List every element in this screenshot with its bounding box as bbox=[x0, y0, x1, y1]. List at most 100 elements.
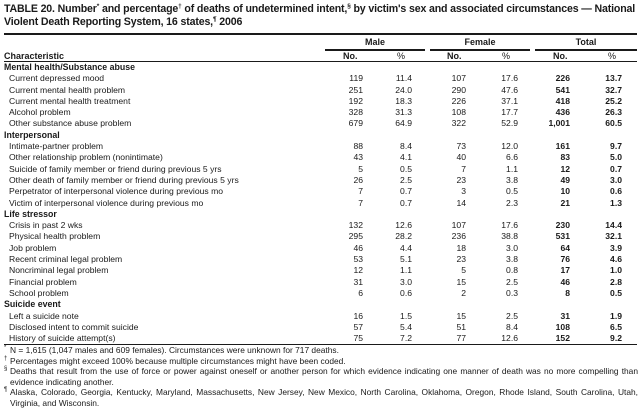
title-text: by victim's sex and associated circumsta… bbox=[4, 3, 636, 28]
cell-total-pct: 6.5 bbox=[610, 321, 622, 332]
table-row: School problem 6 0.6 2 0.3 8 0.5 bbox=[4, 288, 637, 299]
cell-female-no: 108 bbox=[451, 107, 466, 118]
cell-female-pct: 2.3 bbox=[506, 197, 518, 208]
cell-female-no: 51 bbox=[456, 321, 466, 332]
cell-female-pct: 0.5 bbox=[506, 186, 518, 197]
cell-total-no: 12 bbox=[560, 163, 570, 174]
title-text: of deaths of undetermined intent, bbox=[181, 3, 348, 15]
cell-total-pct: 9.7 bbox=[610, 141, 622, 152]
cell-female-no: 73 bbox=[456, 141, 466, 152]
cell-total-no: 531 bbox=[555, 231, 570, 242]
cell-total-no: 21 bbox=[560, 197, 570, 208]
cell-female-pct: 8.4 bbox=[506, 321, 518, 332]
footnote: * N = 1,615 (1,047 males and 609 females)… bbox=[4, 345, 638, 356]
row-label: Job problem bbox=[9, 242, 57, 253]
cell-female-no: 107 bbox=[451, 73, 466, 84]
cell-total-no: 31 bbox=[560, 310, 570, 321]
cell-male-no: 192 bbox=[348, 95, 363, 106]
table-row: Current depressed mood 119 11.4 107 17.6 226 1… bbox=[4, 73, 637, 84]
cell-male-no: 119 bbox=[349, 73, 363, 84]
cell-male-no: 43 bbox=[353, 152, 363, 163]
table-row: Current mental health problem 251 24.0 290 4… bbox=[4, 85, 637, 96]
cell-male-pct: 5.4 bbox=[400, 321, 412, 332]
cell-male-no: 7 bbox=[358, 197, 363, 208]
cell-total-pct: 14.4 bbox=[605, 220, 622, 231]
group-header-male: Male bbox=[364, 37, 385, 47]
row-label: Intimate-partner problem bbox=[9, 141, 104, 152]
footnote: § Deaths that result from the use of forc… bbox=[4, 366, 638, 387]
cell-male-no: 53 bbox=[353, 254, 363, 265]
row-label: Financial problem bbox=[9, 276, 77, 287]
cell-male-pct: 64.9 bbox=[395, 118, 412, 129]
table-row: Crisis in past 2 wks 132 12.6 107 17.6 230 14.… bbox=[4, 220, 637, 231]
footnote-marker: ¶ bbox=[212, 16, 217, 23]
cell-female-no: 23 bbox=[456, 254, 466, 265]
cell-female-pct: 38.8 bbox=[501, 231, 518, 242]
cell-female-no: 77 bbox=[456, 333, 466, 344]
cell-total-no: 230 bbox=[555, 220, 570, 231]
cell-total-pct: 1.3 bbox=[610, 197, 622, 208]
row-label: School problem bbox=[9, 287, 69, 298]
table-row: Financial problem 31 3.0 15 2.5 46 2.8 bbox=[4, 277, 637, 288]
cell-female-no: 5 bbox=[461, 265, 466, 276]
cell-total-pct: 0.6 bbox=[610, 186, 622, 197]
cell-female-no: 23 bbox=[456, 174, 466, 185]
cell-male-no: 16 bbox=[353, 310, 363, 321]
footnotes: * N = 1,615 (1,047 males and 609 females)… bbox=[4, 345, 638, 409]
table-row: Other relationship problem (nonintimate)… bbox=[4, 152, 637, 163]
cell-male-pct: 2.5 bbox=[400, 174, 412, 185]
table-row: Perpetrator of interpersonal violence du… bbox=[4, 186, 637, 197]
table-row: Left a suicide note 16 1.5 15 2.5 31 1.9 bbox=[4, 311, 637, 322]
row-label: Left a suicide note bbox=[9, 310, 79, 321]
title-text: TABLE 20. Number bbox=[4, 3, 97, 15]
table-row: Physical health problem 295 28.2 236 38.8 531… bbox=[4, 231, 637, 242]
cell-female-pct: 2.5 bbox=[506, 276, 518, 287]
cell-female-no: 15 bbox=[456, 310, 466, 321]
cell-male-pct: 0.7 bbox=[400, 186, 412, 197]
row-label: Other relationship problem (nonintimate) bbox=[9, 152, 163, 163]
table-row: Victim of interpersonal violence during … bbox=[4, 198, 637, 209]
group-header-female: Female bbox=[464, 37, 496, 47]
cell-total-no: 76 bbox=[560, 254, 570, 265]
cell-total-pct: 32.7 bbox=[605, 84, 622, 95]
cell-male-pct: 18.3 bbox=[395, 95, 412, 106]
cell-female-no: 226 bbox=[451, 95, 466, 106]
cell-total-no: 152 bbox=[555, 333, 570, 344]
row-label: Disclosed intent to commit suicide bbox=[9, 321, 139, 332]
cell-male-pct: 28.2 bbox=[395, 231, 412, 242]
cell-male-pct: 1.1 bbox=[400, 265, 412, 276]
group-rule-total bbox=[535, 49, 637, 51]
cell-total-no: 1,001 bbox=[548, 118, 570, 129]
cell-female-no: 14 bbox=[456, 197, 466, 208]
cell-female-pct: 37.1 bbox=[501, 95, 518, 106]
cell-male-pct: 0.6 bbox=[400, 287, 412, 298]
cell-total-no: 46 bbox=[560, 276, 570, 287]
cell-total-pct: 25.2 bbox=[605, 95, 622, 106]
cell-total-no: 64 bbox=[560, 242, 570, 253]
row-label: Recent criminal legal problem bbox=[9, 254, 123, 265]
cell-total-pct: 0.5 bbox=[610, 287, 622, 298]
cell-male-pct: 11.4 bbox=[395, 73, 412, 84]
cell-total-pct: 1.0 bbox=[610, 265, 622, 276]
footnote-marker: ¶ bbox=[4, 387, 8, 394]
cell-female-pct: 3.0 bbox=[506, 242, 518, 253]
section-label: Life stressor bbox=[4, 208, 57, 219]
cell-total-no: 541 bbox=[555, 84, 570, 95]
cell-male-no: 26 bbox=[353, 174, 363, 185]
cell-total-pct: 3.0 bbox=[610, 174, 622, 185]
cell-total-pct: 3.9 bbox=[610, 242, 622, 253]
table-row: Other substance abuse problem 679 64.9 322 5… bbox=[4, 118, 637, 129]
table-row: Noncriminal legal problem 12 1.1 5 0.8 17 1.0 bbox=[4, 265, 637, 276]
cell-total-no: 8 bbox=[565, 287, 570, 298]
cell-male-no: 6 bbox=[358, 287, 363, 298]
cell-male-pct: 31.3 bbox=[395, 107, 412, 118]
footnote-marker: * bbox=[4, 345, 7, 351]
table-row: History of suicide attempt(s) 75 7.2 77 12.6… bbox=[4, 333, 637, 344]
cell-male-no: 88 bbox=[353, 141, 363, 152]
row-label: Current mental health treatment bbox=[9, 95, 131, 106]
cell-female-pct: 3.8 bbox=[506, 254, 518, 265]
table-row: Intimate-partner problem 88 8.4 73 12.0 161 9.… bbox=[4, 141, 637, 152]
cell-male-no: 251 bbox=[348, 84, 363, 95]
header-rule bbox=[4, 61, 637, 62]
column-header-male-pct: % bbox=[397, 51, 406, 61]
